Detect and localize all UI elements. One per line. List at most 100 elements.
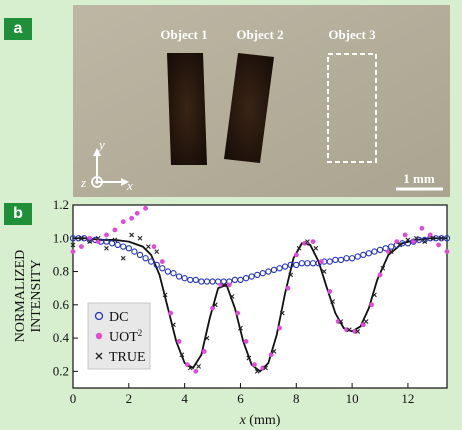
dc-point [164, 268, 172, 275]
uot-point [436, 242, 442, 248]
dc-point [181, 275, 188, 282]
true-point [120, 255, 126, 261]
panel-label-a: a [4, 18, 32, 40]
legend-label-true: TRUE [109, 350, 146, 365]
x-axis-label-symbol: x [239, 413, 247, 428]
dc-point [326, 258, 333, 265]
true-point [355, 329, 361, 334]
true-point [137, 235, 143, 241]
true-point [212, 302, 218, 308]
legend-label-sup: 2 [138, 328, 143, 338]
y-tick-label: 0.2 [53, 363, 69, 378]
true-point [271, 349, 277, 354]
true-point [229, 294, 235, 299]
chart-ticks: 0 2 4 6 8 10 12 0.2 0.4 0.6 0.8 1.0 1.2 [53, 197, 415, 406]
uot-point [226, 282, 232, 288]
coordinate-axes-icon [91, 148, 129, 188]
y-axis-label-line2: INTENSITY [29, 259, 44, 332]
uot-point [104, 232, 109, 238]
dc-point [276, 265, 283, 272]
uot-point [235, 310, 241, 316]
dc-point [159, 265, 166, 272]
dc-point [125, 245, 132, 252]
true-point [279, 310, 285, 316]
uot-point [168, 310, 174, 316]
uot-point [310, 239, 316, 244]
dc-point [388, 243, 395, 250]
dc-point [371, 248, 378, 255]
true-point [397, 242, 402, 248]
dc-point [108, 240, 116, 247]
y-tick-label: 0.8 [53, 264, 69, 279]
true-point [87, 239, 93, 244]
true-point [413, 235, 419, 241]
true-point [238, 325, 243, 331]
dc-point [281, 263, 289, 270]
uot-point [159, 259, 165, 264]
uot-point [327, 289, 333, 294]
true-point [162, 292, 168, 298]
dc-point [337, 256, 345, 264]
y-tick-label: 0.4 [53, 330, 70, 345]
true-point [145, 244, 151, 249]
dc-point [259, 270, 266, 277]
x-tick-label: 10 [346, 391, 359, 406]
legend-marker-true [95, 352, 103, 360]
true-point [129, 232, 135, 238]
uot-point [134, 210, 140, 216]
photo-panel: Object 1 Object 2 Object 3 y z x 1 mm [73, 5, 450, 197]
z-axis-glyph-label: z [80, 175, 86, 190]
dc-point [114, 241, 121, 249]
object-3-label: Object 3 [328, 27, 376, 42]
true-point [204, 335, 210, 341]
dc-point [153, 261, 160, 269]
true-point [70, 242, 76, 248]
panel-label-b: b [4, 203, 32, 225]
dc-point [142, 255, 149, 262]
x-tick-label: 8 [293, 391, 300, 406]
y-tick-label: 1.0 [53, 230, 69, 245]
uot-point [129, 215, 135, 221]
true-point [95, 235, 101, 241]
dc-point [131, 248, 138, 255]
y-tick-label: 0.6 [53, 297, 70, 312]
dc-point [254, 271, 261, 279]
uot-point [78, 244, 84, 249]
dc-point [192, 276, 199, 284]
true-point [372, 292, 377, 298]
x-tick-label: 6 [237, 391, 244, 406]
dc-point [120, 243, 127, 250]
x-axis-label: x (mm) [239, 413, 281, 428]
uot-point [293, 252, 299, 258]
true-point [305, 239, 310, 244]
true-point [430, 235, 436, 241]
legend-marker-uot [95, 332, 103, 340]
uot-point [285, 285, 291, 291]
intensity-chart: 0 2 4 6 8 10 12 0.2 0.4 0.6 0.8 1.0 1.2 DC UOT2 TRUE N… [13, 197, 451, 428]
true-point [78, 235, 84, 241]
uot-point [95, 239, 101, 244]
x-tick-label: 4 [181, 391, 188, 406]
object-1-label: Object 1 [160, 27, 207, 42]
true-point [439, 235, 444, 241]
y-axis-glyph-label: y [97, 137, 105, 152]
dc-point [103, 238, 110, 245]
true-point [338, 319, 344, 324]
dc-point [175, 273, 183, 280]
uot-point [252, 362, 257, 368]
true-point [112, 237, 118, 243]
uot-point [419, 225, 425, 231]
chart-marks [69, 205, 451, 374]
uot-point [143, 205, 148, 211]
true-point [380, 265, 386, 271]
x-axis-label-unit: (mm) [246, 413, 281, 428]
uot-point [120, 219, 126, 225]
true-point [104, 245, 109, 251]
legend-marker-dc [94, 311, 104, 321]
dc-point [136, 251, 144, 259]
dc-point [348, 255, 356, 262]
true-point [288, 272, 294, 278]
object-2-shape [224, 53, 274, 163]
scale-bar-label: 1 mm [403, 171, 435, 186]
true-point [363, 319, 369, 324]
